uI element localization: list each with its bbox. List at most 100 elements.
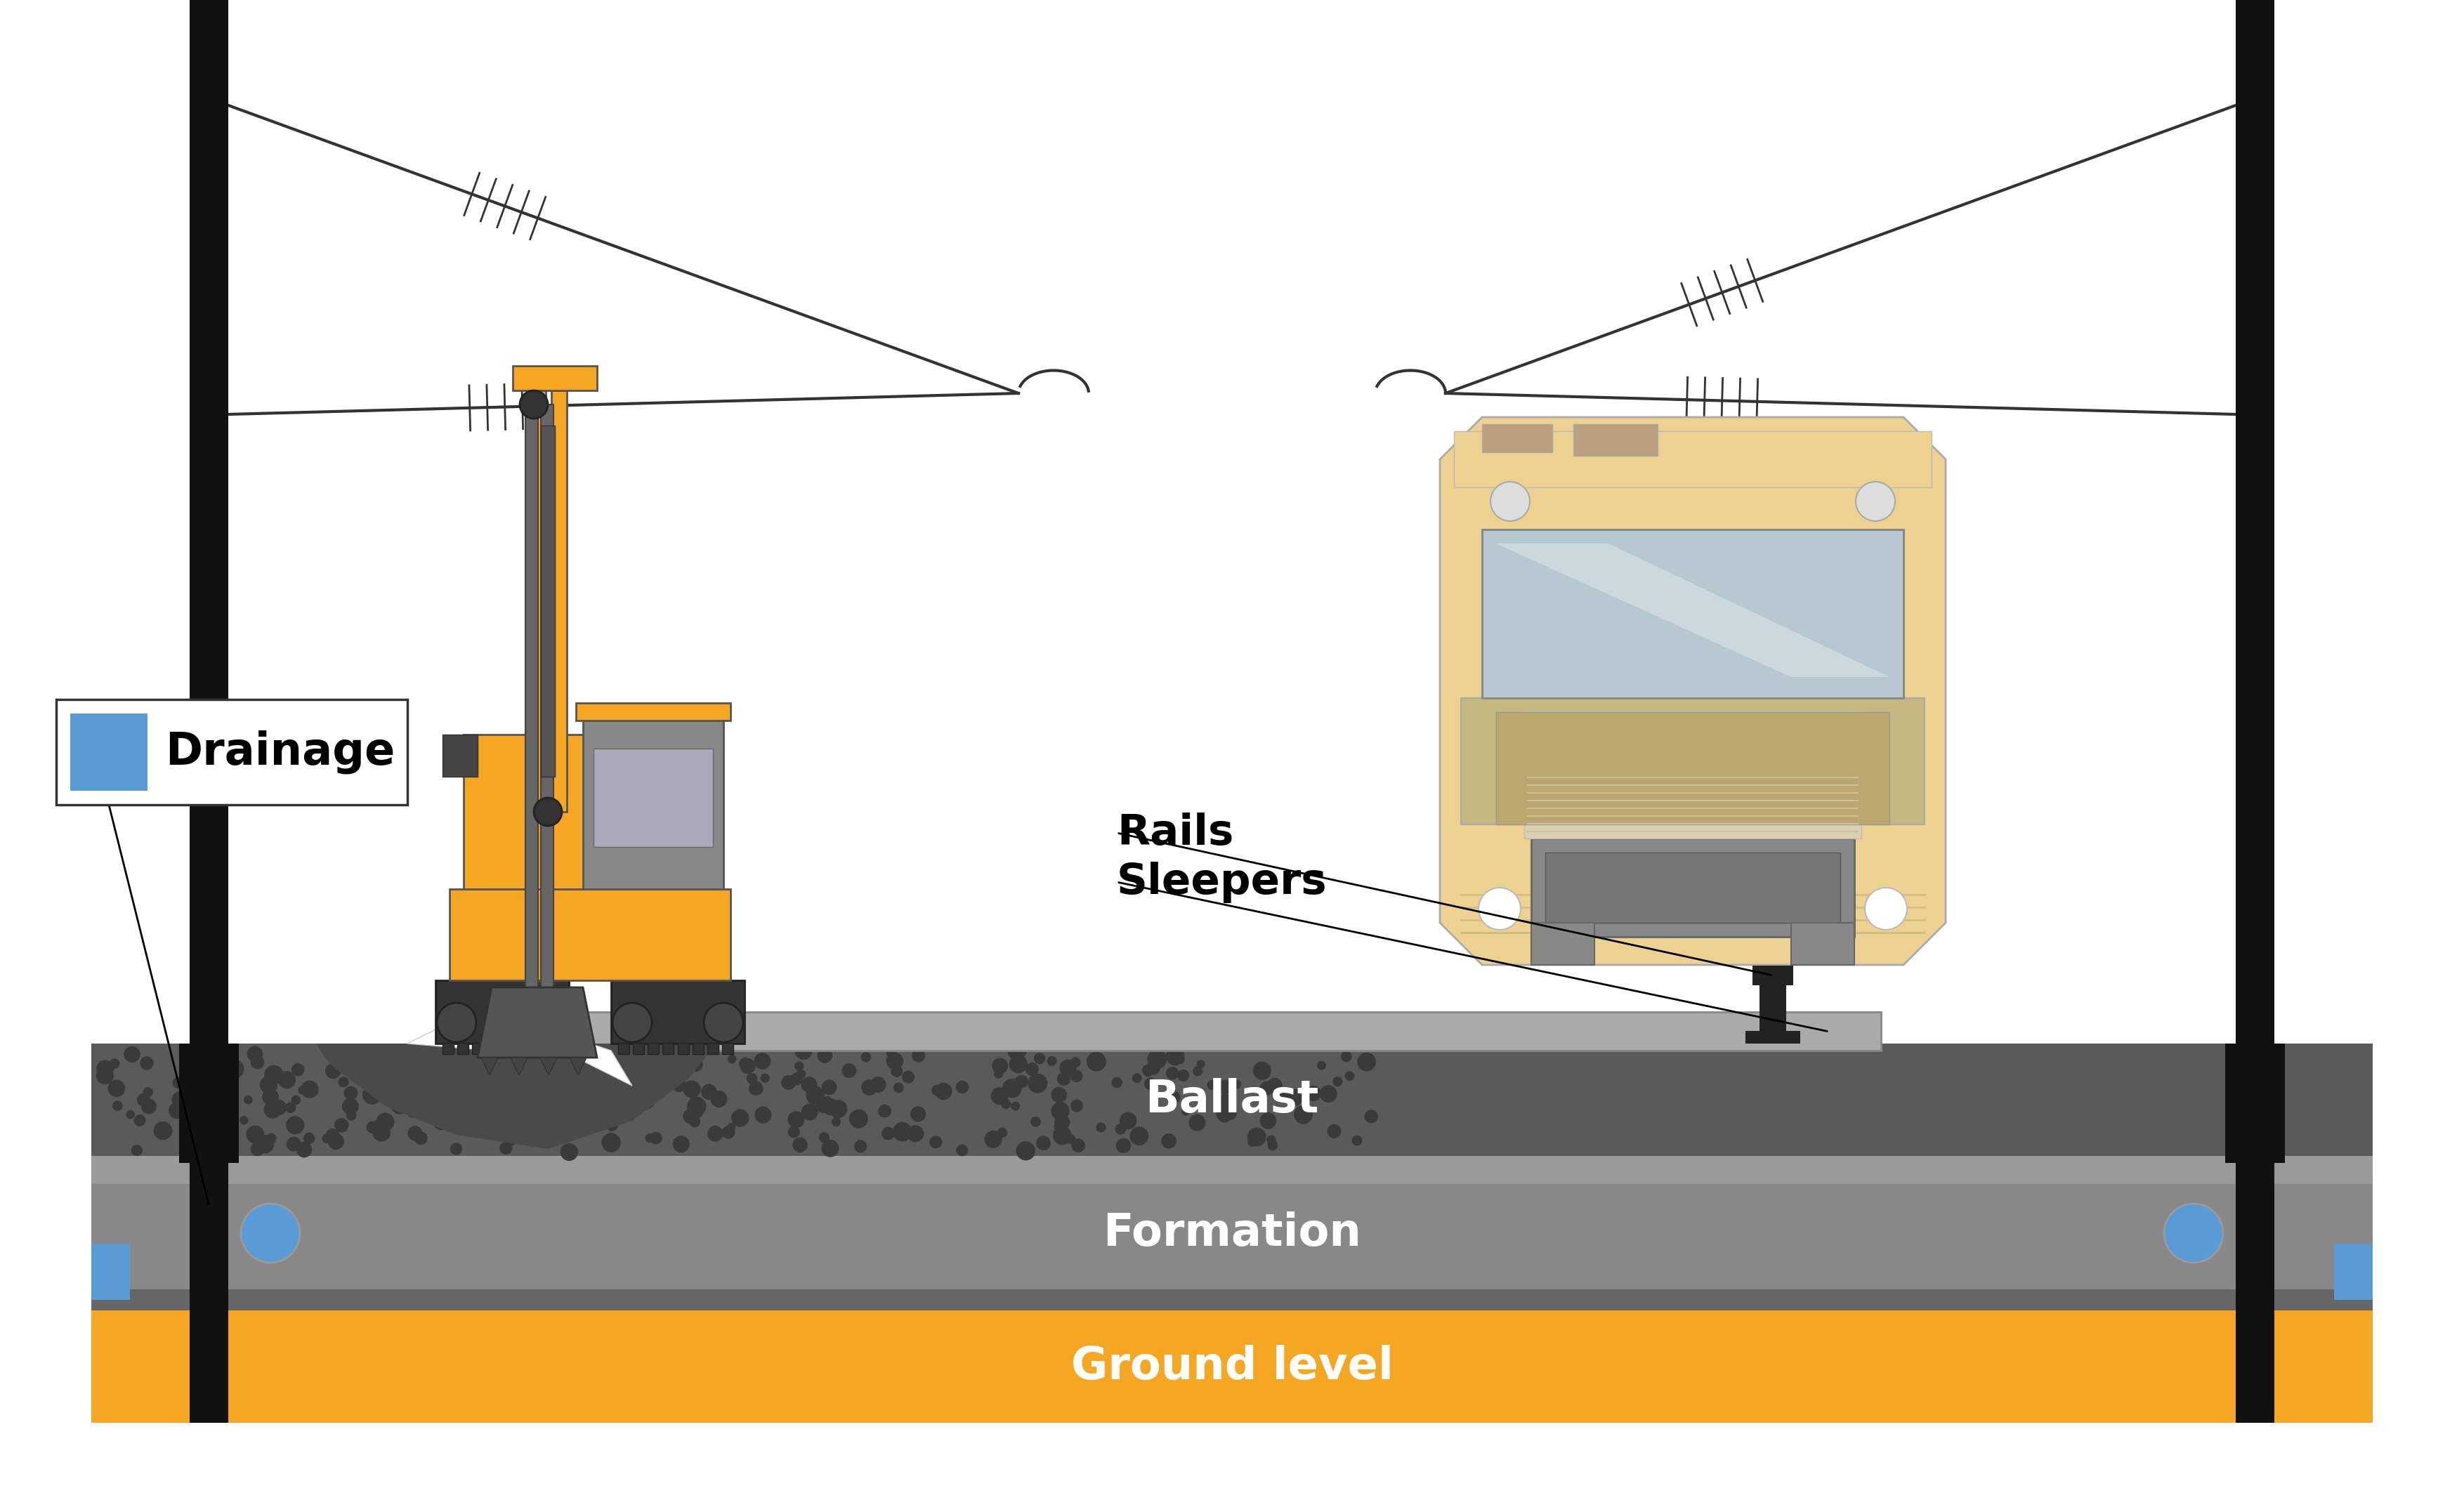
Circle shape [1168,1091,1180,1103]
Circle shape [172,1099,185,1111]
Circle shape [690,1059,702,1072]
Bar [458,1042,468,1054]
Circle shape [367,1121,379,1133]
Circle shape [687,1102,705,1120]
Circle shape [882,1127,894,1141]
Circle shape [1010,1102,1020,1111]
Circle shape [636,1090,653,1108]
Circle shape [527,1003,567,1042]
Circle shape [1027,1073,1047,1093]
Circle shape [594,1063,611,1081]
Circle shape [998,1127,1008,1138]
Circle shape [806,1085,825,1105]
Circle shape [1052,1126,1072,1145]
Bar [448,888,729,981]
Bar [436,981,569,1044]
Bar [71,714,148,791]
Circle shape [301,1081,318,1099]
Circle shape [862,1079,877,1096]
Circle shape [801,1103,818,1120]
Circle shape [796,1042,813,1060]
Circle shape [1165,1067,1178,1079]
Bar [473,1042,483,1054]
Circle shape [1328,1124,1340,1138]
Circle shape [614,1003,653,1042]
Circle shape [434,1051,446,1063]
Circle shape [419,1097,434,1111]
Circle shape [902,1070,914,1084]
Circle shape [113,1100,123,1111]
Circle shape [298,1085,308,1094]
Circle shape [577,1105,584,1114]
Circle shape [1365,1109,1377,1123]
Circle shape [1247,1138,1257,1147]
Circle shape [517,1106,527,1117]
Circle shape [710,1091,727,1108]
Circle shape [335,1054,347,1065]
Circle shape [244,1096,254,1105]
Circle shape [140,1099,158,1114]
Circle shape [1052,1087,1067,1103]
Circle shape [532,1048,547,1063]
Circle shape [377,1112,394,1132]
Circle shape [436,1003,476,1042]
Circle shape [781,1075,796,1090]
Circle shape [495,1087,505,1096]
Circle shape [525,1115,535,1124]
Circle shape [1198,1060,1205,1069]
Circle shape [416,1100,431,1114]
Circle shape [1003,1078,1023,1097]
Circle shape [476,1097,495,1117]
Circle shape [956,1081,968,1093]
Circle shape [239,1115,249,1124]
Circle shape [1294,1105,1313,1124]
Circle shape [1087,1051,1106,1072]
Bar [1496,712,1890,824]
Circle shape [1333,1076,1343,1087]
Bar [91,1156,2373,1290]
Circle shape [1183,1108,1190,1115]
Circle shape [131,1145,143,1156]
Bar [1530,839,1855,936]
Circle shape [286,1115,303,1135]
Bar [525,405,537,987]
Circle shape [222,1121,232,1132]
Circle shape [1069,1070,1082,1082]
Circle shape [986,1130,1003,1148]
Bar [444,1042,453,1054]
Circle shape [1217,1106,1232,1123]
Circle shape [892,1123,912,1141]
Circle shape [739,1059,756,1073]
Bar [678,1042,690,1054]
Circle shape [342,1097,360,1115]
Circle shape [520,1079,530,1090]
Bar [584,721,724,888]
Bar [1454,431,1932,487]
Circle shape [451,1142,463,1156]
Circle shape [345,1085,357,1100]
Bar [577,703,729,721]
Circle shape [185,1059,197,1070]
Circle shape [1151,1053,1163,1065]
Bar [91,1244,131,1300]
Circle shape [251,1056,264,1069]
Circle shape [574,1096,591,1114]
Bar [636,985,663,1030]
Bar [488,1042,498,1054]
Circle shape [352,1072,365,1084]
Circle shape [1000,1099,1010,1109]
Circle shape [1161,1133,1175,1148]
Text: Ballast: Ballast [1146,1078,1318,1121]
Circle shape [793,1138,808,1153]
Circle shape [754,1053,771,1069]
Bar [1545,853,1841,923]
Circle shape [1855,482,1895,521]
Bar [540,405,554,987]
Circle shape [1015,1075,1027,1088]
Circle shape [823,1096,833,1105]
Circle shape [108,1079,126,1097]
Circle shape [271,1100,286,1115]
Circle shape [1015,1141,1035,1160]
Circle shape [1547,770,1572,794]
Circle shape [830,1117,840,1127]
